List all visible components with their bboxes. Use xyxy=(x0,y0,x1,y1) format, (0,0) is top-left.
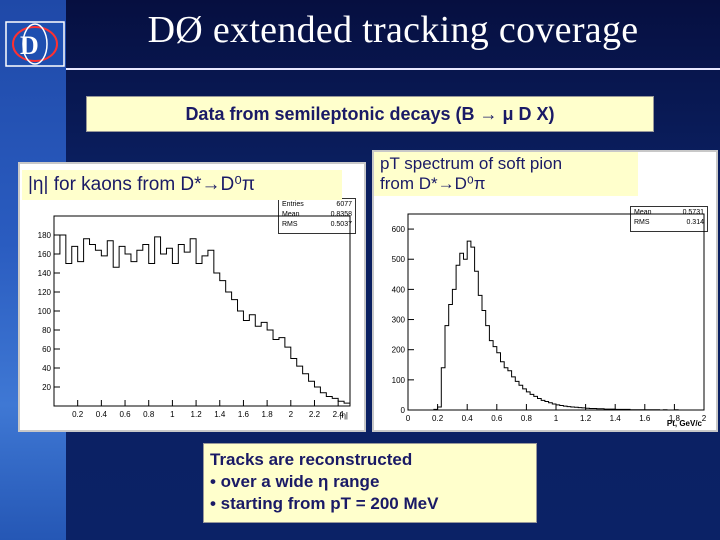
stat-row: RMS 0.314 xyxy=(634,219,704,226)
x-tick-label: 1.2 xyxy=(580,414,592,423)
x-tick-label: 1.4 xyxy=(610,414,622,423)
y-tick-label: 100 xyxy=(38,307,52,316)
do-experiment-logo: D xyxy=(4,20,66,68)
x-tick-label: 1.4 xyxy=(214,410,226,419)
eta-panel-label: |η| for kaons from D*→D⁰π xyxy=(22,170,342,200)
pt-panel-label: pT spectrum of soft pion from D*→D⁰π xyxy=(374,152,638,196)
x-tick-label: 0.2 xyxy=(432,414,444,423)
x-tick-label: 2 xyxy=(702,414,707,423)
x-tick-label: 2.2 xyxy=(309,410,321,419)
x-tick-label: 0 xyxy=(406,414,411,423)
x-tick-label: 2.4 xyxy=(333,410,345,419)
y-tick-label: 500 xyxy=(392,255,406,264)
info-box: Tracks are reconstructed • over a wide η… xyxy=(203,443,537,523)
title-divider xyxy=(66,68,720,70)
pt-histogram-chart: 0 0.2 0.4 0.6 0.8 1 1.2 1.4 1.6 1.8 2 0 100 200 300 400… xyxy=(392,213,707,428)
y-tick-label: 160 xyxy=(38,250,52,259)
y-tick-label: 40 xyxy=(42,364,51,373)
pt-stats-box: Mean 0.5731 RMS 0.314 xyxy=(630,206,708,232)
y-tick-label: 120 xyxy=(38,288,52,297)
x-tick-label: 2 xyxy=(289,410,294,419)
x-tick-label: 0.8 xyxy=(521,414,533,423)
y-tick-label: 100 xyxy=(392,376,406,385)
x-tick-label: 1.6 xyxy=(238,410,250,419)
x-tick-label: 0.6 xyxy=(119,410,131,419)
y-tick-label: 20 xyxy=(42,383,51,392)
x-tick-label: 1 xyxy=(554,414,559,423)
y-tick-label: 600 xyxy=(392,225,406,234)
y-tick-label: 200 xyxy=(392,346,406,355)
stat-row: Mean 0.8358 xyxy=(282,211,352,218)
x-axis-label: Pt, GeV/c xyxy=(667,419,703,428)
y-tick-label: 400 xyxy=(392,285,406,294)
x-tick-label: 0.8 xyxy=(143,410,155,419)
y-tick-label: 80 xyxy=(42,326,51,335)
subtitle-box: Data from semileptonic decays (B → μ D X… xyxy=(86,96,654,132)
x-tick-label: 1 xyxy=(170,410,175,419)
x-tick-label: 1.8 xyxy=(262,410,274,419)
logo-letter: D xyxy=(20,31,39,60)
info-line: • over a wide η range xyxy=(210,472,380,491)
plot-frame xyxy=(53,215,351,407)
x-axis-label: |η| xyxy=(339,411,348,420)
y-tick-label: 300 xyxy=(392,316,406,325)
y-tick-label: 0 xyxy=(401,406,406,415)
y-tick-label: 60 xyxy=(42,345,51,354)
slide-title: DØ extended tracking coverage xyxy=(147,9,639,51)
histogram-line xyxy=(408,240,704,411)
x-tick-label: 0.6 xyxy=(491,414,503,423)
x-tick-label: 0.4 xyxy=(96,410,108,419)
plot-frame xyxy=(407,213,705,411)
y-tick-label: 140 xyxy=(38,269,52,278)
subtitle-text: Data from semileptonic decays (B → μ D X… xyxy=(185,103,555,124)
x-tick-label: 0.2 xyxy=(72,410,84,419)
stat-row: Entries 6077 xyxy=(282,201,352,208)
histogram-line xyxy=(53,234,351,406)
info-line: Tracks are reconstructed xyxy=(210,450,413,469)
eta-histogram-panel: Entries 6077 Mean 0.8358 RMS 0.5037 0.2 0.4 0… xyxy=(18,162,366,432)
stat-row: RMS 0.5037 xyxy=(282,221,352,228)
stat-row: Mean 0.5731 xyxy=(634,209,704,216)
x-tick-label: 1.8 xyxy=(669,414,681,423)
x-tick-label: 1.2 xyxy=(191,410,203,419)
y-tick-label: 180 xyxy=(38,231,52,240)
info-line: • starting from pT = 200 MeV xyxy=(210,494,439,513)
x-tick-label: 0.4 xyxy=(462,414,474,423)
pt-histogram-panel: Mean 0.5731 RMS 0.314 0 0.2 0.4 0.6 0.8 1 1.2 1.4… xyxy=(372,150,718,432)
eta-histogram-chart: 0.2 0.4 0.6 0.8 1 1.2 1.4 1.6 1.8 2 2.2 2.4 20 40 60 80… xyxy=(38,215,351,420)
x-tick-label: 1.6 xyxy=(639,414,651,423)
